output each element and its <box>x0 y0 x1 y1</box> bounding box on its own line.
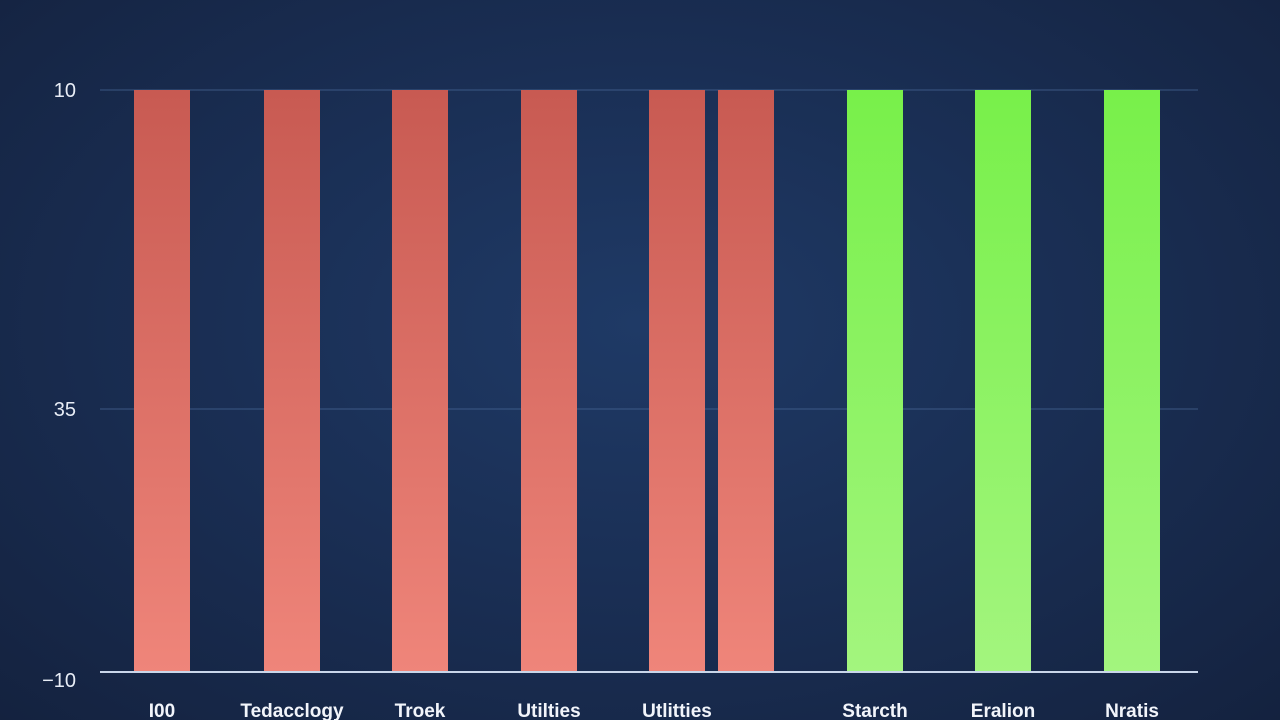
y-tick-label-middle: 35 <box>54 399 76 421</box>
category-label-5: Utlitties <box>642 701 712 720</box>
category-label-3: Troek <box>395 701 446 720</box>
bar-9 <box>1104 90 1160 672</box>
x-axis-category-labels: I00 Tedacclogy Troek Utilties Utlitties Starc… <box>149 701 1159 720</box>
y-tick-label-top: 10 <box>54 80 76 102</box>
category-label-1: I00 <box>149 701 175 720</box>
bars <box>134 90 1160 672</box>
bar-4 <box>521 90 577 672</box>
category-label-9: Nratis <box>1105 701 1159 720</box>
category-label-7: Starcth <box>842 701 907 720</box>
category-label-8: Eralion <box>971 701 1035 720</box>
bar-8 <box>975 90 1031 672</box>
bar-1 <box>134 90 190 672</box>
bar-5 <box>649 90 705 672</box>
y-tick-label-bottom: −10 <box>42 670 76 692</box>
category-label-4: Utilties <box>517 701 580 720</box>
bar-7 <box>847 90 903 672</box>
bar-2 <box>264 90 320 672</box>
bar-6 <box>718 90 774 672</box>
bar-3 <box>392 90 448 672</box>
category-label-2: Tedacclogy <box>240 701 344 720</box>
y-axis-tick-labels: 10 35 −10 <box>42 80 76 692</box>
